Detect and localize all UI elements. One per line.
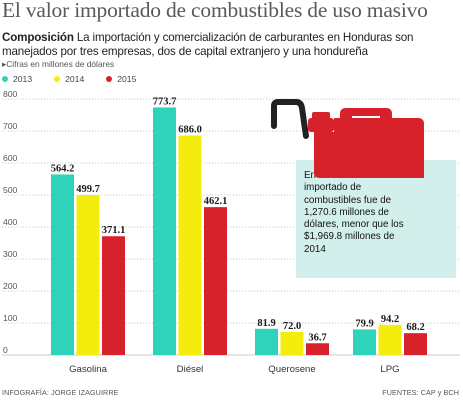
data-label: 72.0 [283, 321, 301, 332]
legend-label-2014: 2014 [65, 74, 85, 84]
x-tick-label: Querosene [268, 364, 315, 375]
x-tick-label: LPG [380, 364, 399, 375]
data-label: 79.9 [355, 318, 373, 329]
x-tick-label: Diésel [177, 364, 204, 375]
data-label: 462.1 [204, 196, 228, 207]
legend-item-2013: 2013 [2, 74, 32, 84]
legend-swatch-2013 [2, 76, 8, 82]
bar-2015-1 [204, 207, 227, 355]
bar-2014-0 [76, 195, 100, 355]
data-label: 68.2 [406, 322, 424, 333]
description-lead: Composición [2, 31, 74, 44]
legend-item-2015: 2015 [106, 74, 136, 84]
y-tick-label: 200 [3, 281, 18, 291]
bar-2013-3 [353, 329, 376, 355]
chart-title: El valor importado de combustibles de us… [2, 0, 428, 22]
description-text: La importación y comercialización de car… [2, 31, 414, 58]
y-tick-label: 600 [3, 153, 18, 163]
bar-2015-0 [102, 236, 125, 355]
data-label: 686.0 [178, 124, 202, 135]
bar-2015-2 [306, 343, 329, 355]
fuel-can-icon [271, 99, 424, 178]
bar-2014-2 [280, 331, 304, 355]
y-tick-label: 700 [3, 121, 18, 131]
data-label: 773.7 [153, 96, 177, 107]
credit-infographic: INFOGRAFÍA: JORGE IZAGUIRRE [2, 388, 119, 397]
data-label: 499.7 [76, 184, 100, 195]
legend-label-2015: 2015 [117, 74, 137, 84]
data-label: 81.9 [257, 318, 275, 329]
x-tick-label: Gasolina [69, 364, 108, 375]
y-tick-label: 100 [3, 313, 18, 323]
callout-box: En 2015 el valor importado de combustibl… [296, 160, 456, 278]
bar-2015-3 [404, 333, 427, 355]
bar-2013-1 [153, 107, 176, 355]
y-tick-label: 500 [3, 185, 18, 195]
bar-2013-0 [51, 174, 74, 355]
bar-2013-2 [255, 328, 278, 355]
chart-description: Composición La importación y comercializ… [2, 31, 460, 59]
y-tick-label: 800 [3, 89, 18, 99]
credit-sources: FUENTES: CAP y BCH [382, 388, 459, 397]
data-label: 564.2 [51, 163, 75, 174]
data-label: 371.1 [102, 225, 126, 236]
callout-text: En 2015 el valor importado de combustibl… [304, 170, 404, 255]
legend: 2013 2014 2015 [2, 74, 158, 84]
legend-label-2013: 2013 [13, 74, 33, 84]
data-label: 36.7 [308, 332, 326, 343]
legend-swatch-2015 [106, 76, 113, 82]
y-tick-label: 400 [3, 217, 18, 227]
bar-2014-1 [178, 135, 202, 355]
unit-note: ▸Cifras en millones de dólares [2, 59, 115, 69]
data-label: 94.2 [381, 314, 399, 325]
y-tick-label: 300 [3, 249, 18, 259]
legend-item-2014: 2014 [54, 74, 84, 84]
y-tick-label: 0 [3, 345, 8, 355]
legend-swatch-2014 [54, 76, 61, 82]
bar-2014-3 [378, 324, 402, 355]
